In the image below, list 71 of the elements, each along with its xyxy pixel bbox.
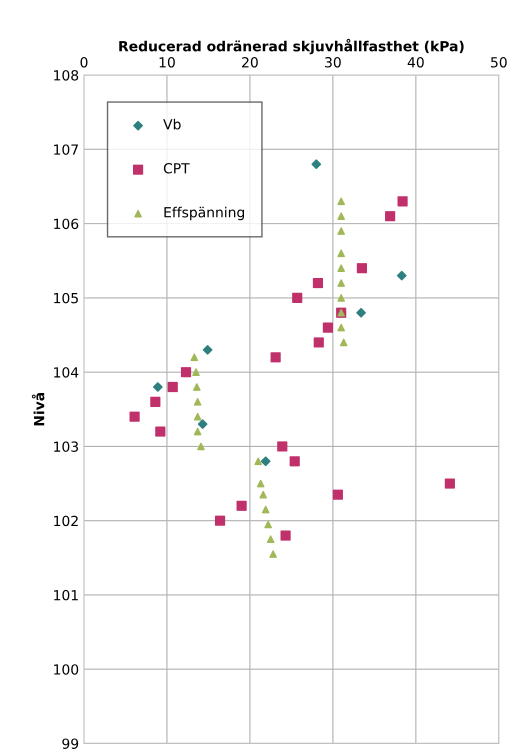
point (194, 412, 202, 421)
point (332, 490, 343, 500)
point (396, 270, 407, 280)
point (197, 442, 205, 450)
y-tick-label: 99 (62, 738, 78, 749)
point (259, 490, 267, 498)
point (214, 516, 226, 526)
point (269, 550, 277, 558)
y-tick-label: 104 (54, 367, 78, 378)
point (337, 250, 345, 258)
point (337, 279, 345, 287)
point (130, 412, 140, 422)
point (292, 292, 302, 303)
legend-label: Vb (163, 118, 181, 130)
y-tick-label: 105 (54, 292, 78, 304)
point (262, 506, 270, 514)
y-tick-label: 107 (54, 144, 78, 155)
point (264, 520, 272, 528)
point (337, 198, 345, 206)
point (337, 227, 345, 235)
point (397, 196, 408, 206)
point (198, 419, 208, 430)
point (155, 426, 166, 437)
y-axis-title: Nivå (32, 392, 44, 426)
point (270, 352, 281, 362)
x-tick-label: 0 (80, 57, 88, 68)
point (180, 367, 192, 378)
point (277, 441, 288, 452)
x-tick-label: 50 (491, 57, 507, 68)
y-tick-label: 102 (54, 516, 78, 526)
point (311, 159, 322, 170)
x-tick-label: 30 (325, 57, 341, 68)
point (190, 354, 198, 362)
point (236, 500, 247, 511)
point (290, 456, 300, 466)
x-tick-label: 10 (160, 57, 175, 68)
point (266, 535, 274, 544)
y-tick-label: 103 (54, 441, 78, 452)
point (193, 383, 201, 391)
x-tick-label: 40 (408, 57, 424, 68)
point (256, 480, 265, 488)
x-axis-title: Reducerad odränerad skjuvhållfasthet (kPa) (119, 38, 464, 54)
y-tick-label: 101 (54, 590, 78, 600)
point (444, 478, 455, 489)
y-tick-label: 108 (54, 70, 78, 81)
point (337, 212, 345, 220)
point (337, 264, 345, 272)
point (194, 398, 202, 406)
point (322, 322, 333, 333)
point (385, 211, 396, 222)
point (168, 382, 178, 392)
point (337, 294, 345, 302)
point (356, 308, 366, 318)
point (194, 428, 202, 436)
point (312, 278, 324, 288)
point (260, 456, 271, 466)
point (202, 345, 212, 355)
x-tick-label: 20 (242, 57, 258, 68)
point (340, 338, 348, 346)
point (152, 382, 163, 392)
point (150, 396, 160, 407)
point (337, 324, 345, 332)
y-tick-label: 106 (54, 218, 78, 230)
point (254, 457, 262, 466)
y-tick-label: 100 (54, 664, 78, 675)
legend-label: CPT (164, 163, 190, 174)
point (280, 530, 291, 541)
legend-label: Effspänning (164, 206, 244, 220)
point (356, 263, 368, 274)
point (314, 337, 324, 348)
point (192, 368, 200, 376)
